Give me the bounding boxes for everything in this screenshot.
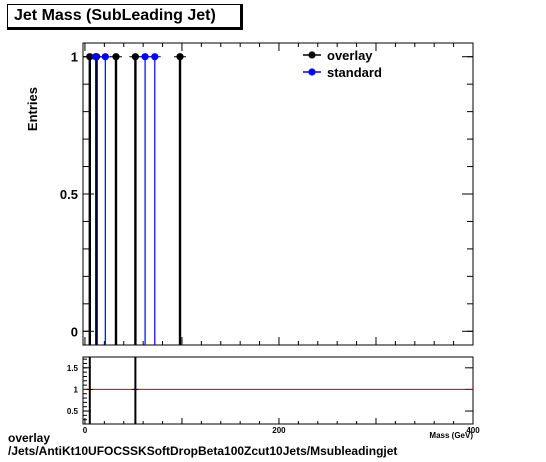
data-point bbox=[101, 53, 109, 61]
data-point bbox=[141, 53, 149, 61]
ratio-y-tick-label: 1 bbox=[74, 385, 79, 394]
y-tick-label: 1 bbox=[71, 50, 78, 65]
ratio-frame bbox=[82, 356, 474, 425]
ratio-x-tick-label: 200 bbox=[272, 426, 286, 435]
ratio-y-tick-label: 0.5 bbox=[67, 407, 79, 416]
y-tick-label: 0.5 bbox=[60, 187, 78, 202]
y-axis-label: Entries bbox=[25, 87, 40, 131]
legend-marker bbox=[308, 68, 316, 76]
data-point bbox=[151, 53, 159, 61]
legend-label: overlay bbox=[327, 48, 373, 63]
data-point bbox=[112, 53, 120, 61]
legend-label: standard bbox=[327, 65, 382, 80]
footer-line-2: /Jets/AntiKt10UFOCSSKSoftDropBeta100Zcut… bbox=[8, 444, 398, 458]
footer: overlay /Jets/AntiKt10UFOCSSKSoftDropBet… bbox=[8, 432, 397, 458]
data-point bbox=[176, 53, 184, 61]
ratio-x-tick-label: 400 bbox=[466, 426, 480, 435]
chart-title: Jet Mass (SubLeading Jet) bbox=[14, 7, 216, 24]
x-axis-label: Mass (GeV) bbox=[429, 431, 473, 440]
legend-marker bbox=[308, 51, 316, 59]
footer-line-1: overlay bbox=[8, 431, 51, 445]
ratio-x-tick-label: 0 bbox=[83, 426, 88, 435]
title-box: Jet Mass (SubLeading Jet) bbox=[7, 4, 243, 30]
y-tick-label: 0 bbox=[71, 324, 78, 339]
main-frame bbox=[82, 42, 474, 346]
data-point bbox=[131, 53, 139, 61]
data-point bbox=[92, 53, 100, 61]
main-plot: 0 0.5 1 Entries overlay standard bbox=[25, 42, 474, 346]
ratio-y-tick-label: 1.5 bbox=[67, 364, 79, 373]
data-point bbox=[86, 53, 94, 61]
